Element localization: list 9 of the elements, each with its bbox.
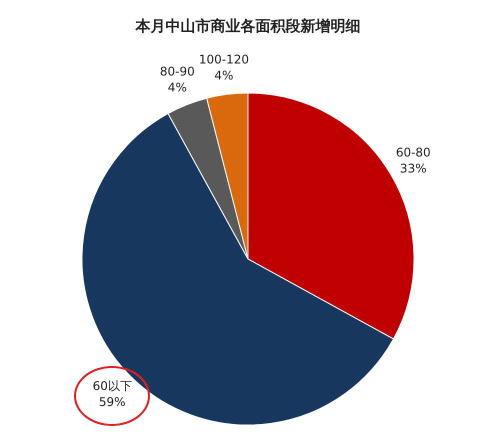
data-label: 4% [168, 80, 187, 95]
data-label: 33% [400, 161, 427, 176]
chart-title: 本月中山市商业各面积段新增明细 [134, 16, 360, 35]
slice-label: 80-90 [160, 64, 195, 79]
slice-label: 60以下 [92, 378, 132, 393]
slice-label: 100-120 [198, 52, 250, 67]
slice-label: 60-80 [396, 145, 431, 160]
data-label: 4% [214, 68, 234, 83]
data-label: 59% [98, 394, 126, 409]
